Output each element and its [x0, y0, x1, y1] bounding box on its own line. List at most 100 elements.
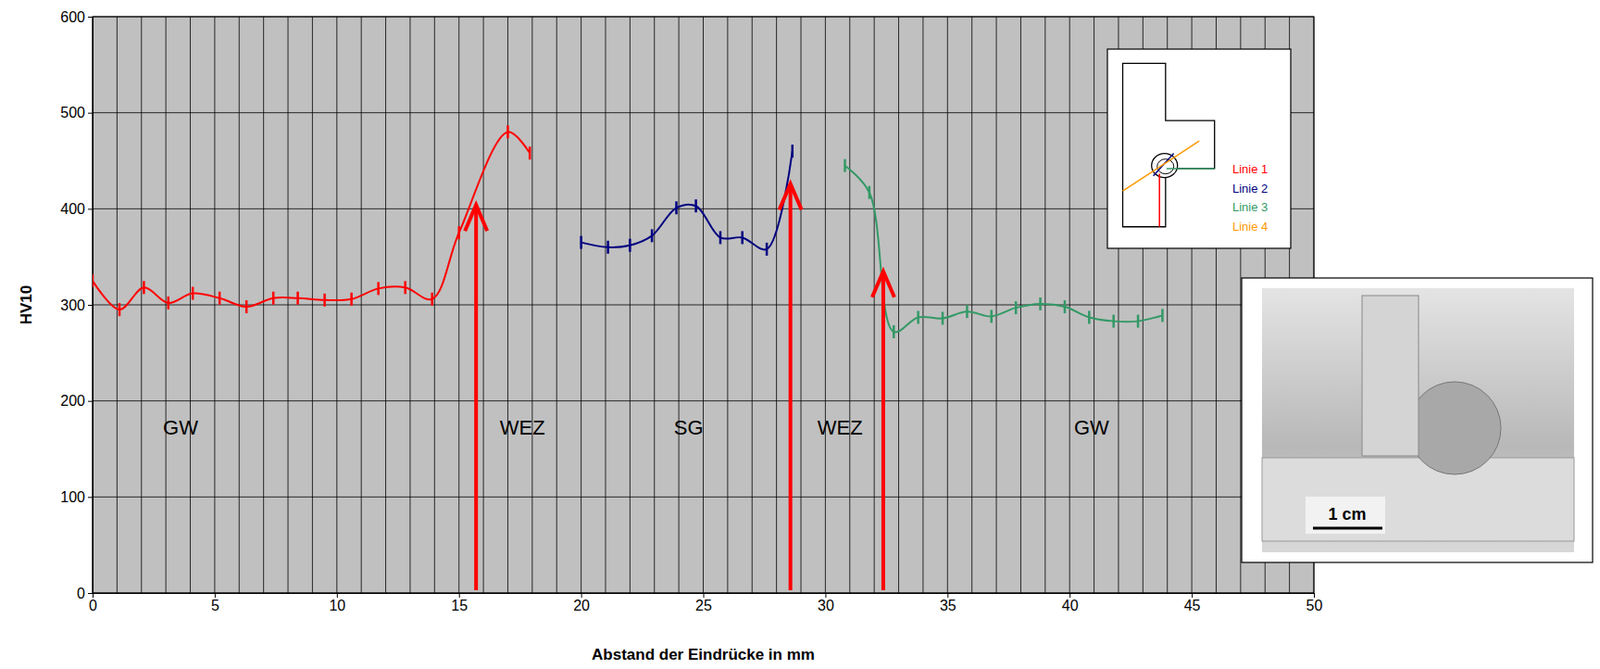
tick: 25	[695, 592, 713, 613]
x-axis: 05101520253035404550	[88, 592, 1323, 613]
photo-ground	[1262, 287, 1575, 552]
arrow-head	[872, 271, 895, 298]
point-marker	[506, 125, 510, 138]
arrow	[872, 271, 895, 590]
tick-mark	[947, 592, 949, 598]
tick-label: 0	[88, 597, 98, 613]
tick: 35	[939, 592, 957, 613]
tick-mark	[459, 592, 461, 598]
point-marker	[1063, 300, 1067, 313]
point-marker	[323, 293, 326, 307]
point-marker	[296, 291, 300, 305]
tick-mark	[87, 208, 93, 210]
photo-label-patch	[1305, 496, 1386, 534]
tick-label: 600	[60, 9, 86, 25]
point-marker	[1112, 314, 1115, 328]
photo-web	[1362, 295, 1419, 456]
point-marker	[218, 291, 222, 305]
legend-entry: Linie 2	[1232, 181, 1268, 196]
tick: 200	[60, 392, 93, 409]
tick: 600	[60, 9, 93, 25]
arrow	[779, 183, 802, 590]
tick: 40	[1062, 592, 1079, 613]
point-marker	[650, 228, 654, 242]
series-line	[581, 150, 793, 250]
y-axis: 0100200300400500600	[60, 9, 93, 601]
grid	[92, 16, 1314, 593]
point-marker	[606, 240, 610, 254]
tick-label: 50	[1306, 597, 1324, 613]
photo: 1 cm	[1241, 277, 1593, 563]
tick-label: 40	[1062, 597, 1079, 613]
series	[92, 125, 530, 316]
tick-mark	[87, 16, 93, 18]
point-marker	[719, 230, 723, 244]
tick: 50	[1306, 592, 1324, 613]
tick-mark	[87, 496, 93, 498]
y-axis-title: HV10	[17, 285, 36, 325]
annotation: WEZ	[500, 415, 546, 439]
tick-mark	[87, 112, 93, 114]
plot-background	[92, 16, 1314, 593]
tick-label: 200	[60, 392, 86, 409]
point-marker	[142, 280, 146, 294]
point-marker	[694, 199, 698, 213]
tick-mark	[214, 592, 216, 598]
point-marker	[868, 186, 872, 200]
chart: 051015202530354045500100200300400500600A…	[0, 0, 1600, 669]
series	[581, 144, 793, 256]
point-marker	[376, 281, 380, 295]
point-marker	[272, 291, 275, 305]
point-marker	[1038, 297, 1042, 311]
point-marker	[791, 144, 795, 158]
point-marker	[765, 242, 769, 256]
tick: 15	[450, 592, 468, 613]
legend: Linie 1Linie 2Linie 3Linie 4	[1107, 49, 1291, 249]
tick: 45	[1184, 592, 1201, 613]
point-marker	[941, 312, 945, 325]
photo-frame	[1241, 277, 1593, 563]
tick-label: 5	[211, 597, 220, 613]
tick-label: 0	[76, 585, 86, 601]
tick: 500	[60, 104, 93, 121]
x-axis-title: Abstand der Eindrücke in mm	[591, 645, 815, 663]
tick: 0	[76, 585, 93, 601]
tick-label: 400	[60, 200, 86, 217]
tick-mark	[1069, 592, 1071, 598]
tick-label: 25	[695, 597, 713, 613]
annotation: SG	[674, 415, 704, 439]
arrow-head	[779, 183, 802, 210]
photo-scale-bar	[1312, 526, 1383, 530]
series-line	[92, 131, 530, 310]
tick: 30	[817, 592, 835, 613]
point-marker	[245, 300, 249, 313]
axis-line	[87, 17, 94, 594]
grid-line	[92, 400, 1314, 401]
point-marker	[916, 310, 920, 324]
tick-label: 30	[817, 597, 835, 613]
point-marker	[579, 236, 583, 250]
tick-mark	[1313, 592, 1315, 598]
point-marker	[675, 200, 678, 214]
grid-line	[92, 496, 1314, 498]
tick-label: 35	[939, 597, 957, 613]
tick-label: 15	[450, 597, 468, 613]
point-marker	[167, 296, 171, 310]
legend-entry: Linie 1	[1232, 162, 1268, 176]
point-marker	[1137, 314, 1140, 328]
tick-mark	[703, 592, 705, 598]
annotation: GW	[162, 415, 199, 439]
point-marker	[1087, 310, 1091, 324]
tick-label: 45	[1184, 597, 1201, 613]
legend-line	[1123, 140, 1200, 191]
point-marker	[528, 146, 532, 160]
tick-mark	[337, 592, 338, 598]
point-marker	[118, 302, 122, 316]
axis-line	[93, 593, 1315, 599]
point-marker	[430, 292, 434, 306]
arrow-shaft	[788, 183, 793, 590]
tick: 10	[328, 592, 346, 613]
tick: 5	[211, 592, 220, 613]
tick-mark	[1191, 592, 1193, 598]
tick-label: 100	[60, 488, 86, 505]
